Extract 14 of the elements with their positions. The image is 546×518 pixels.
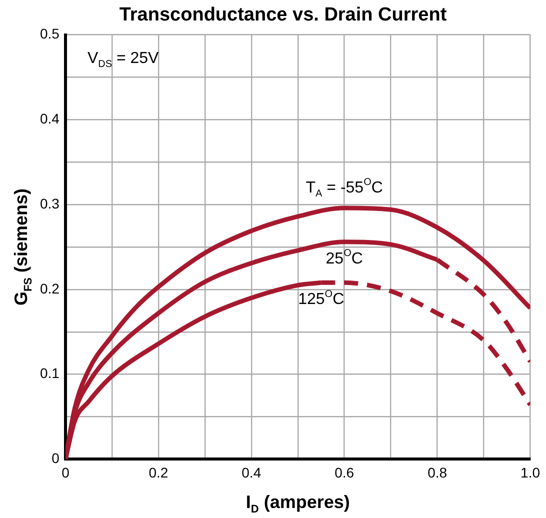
y-tick-label: 0.3 [40, 195, 60, 212]
y-tick-label: 0.1 [40, 365, 60, 382]
x-tick-label: 0.8 [428, 464, 448, 480]
x-tick-label: 0 [62, 464, 70, 480]
y-tick-label: 0.5 [40, 26, 60, 42]
x-tick-label: 0.6 [334, 464, 354, 480]
y-axis-title: GFS (siemens) [10, 188, 34, 306]
y-tick-label: 0.2 [40, 280, 60, 296]
x-tick-label: 0.4 [242, 464, 262, 480]
y-tick-label: 0.4 [40, 110, 60, 127]
y-tick-label: 0 [52, 450, 60, 466]
chart-title: Transconductance vs. Drain Current [119, 4, 448, 26]
x-tick-label: 1.0 [520, 464, 540, 480]
x-tick-label: 0.2 [148, 464, 168, 480]
